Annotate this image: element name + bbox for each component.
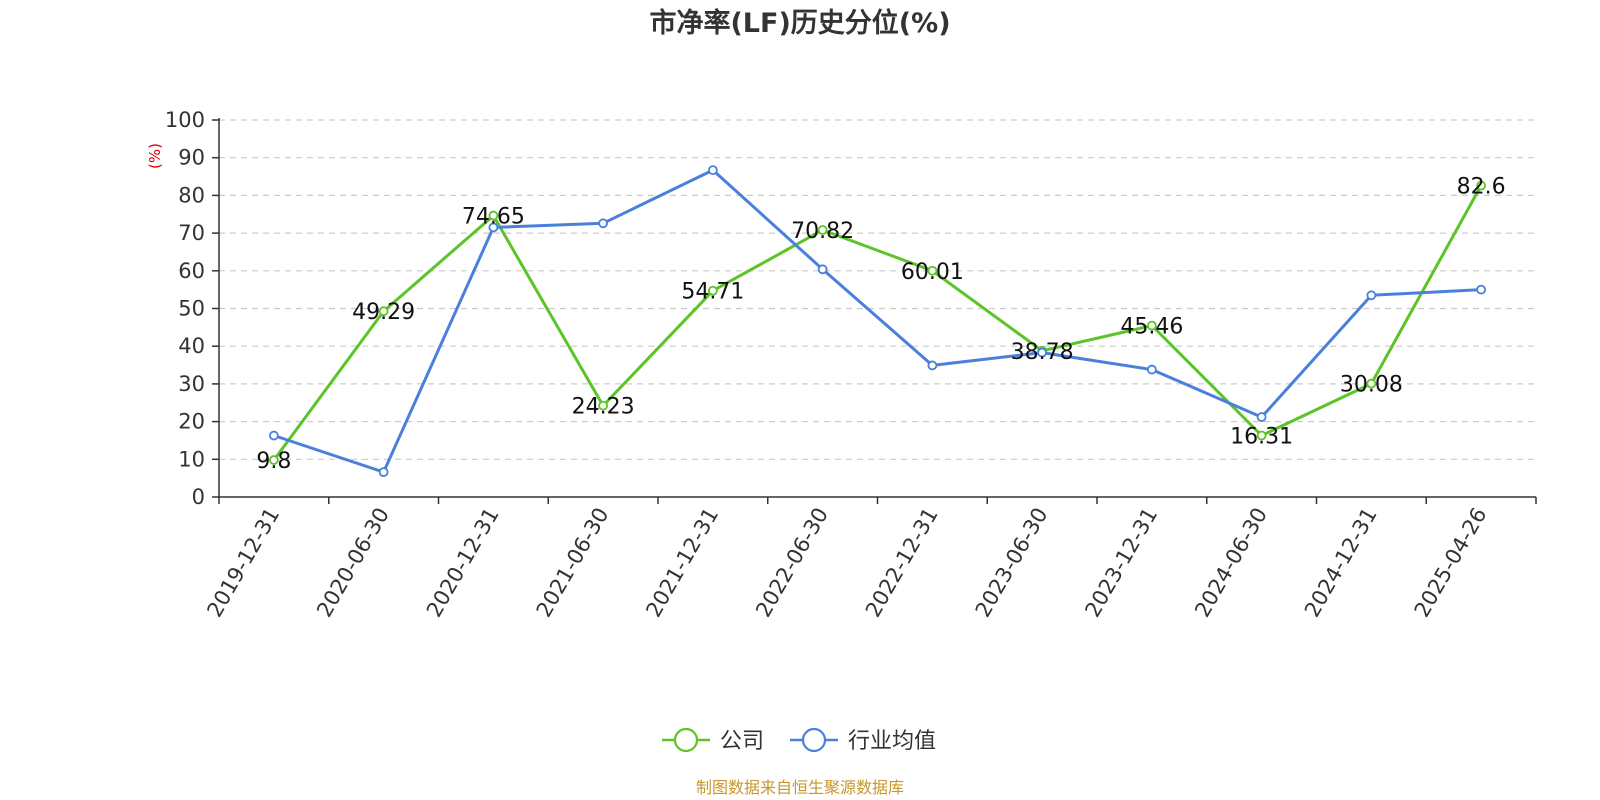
series-line-0 bbox=[272, 184, 1483, 461]
y-tick-label: 0 bbox=[192, 485, 205, 509]
data-point-series-1[interactable] bbox=[817, 264, 828, 275]
data-point-series-1[interactable] bbox=[598, 218, 609, 229]
data-point-series-1[interactable] bbox=[268, 430, 279, 441]
legend-marker-icon bbox=[673, 727, 699, 753]
legend-item-1[interactable]: 行业均值 bbox=[790, 727, 936, 754]
data-label: 82.6 bbox=[1457, 175, 1506, 200]
data-label: 54.71 bbox=[681, 280, 744, 305]
x-tick-label: 2021-12-31 bbox=[641, 504, 723, 622]
data-label: 60.01 bbox=[901, 260, 964, 285]
x-tick-label: 2019-12-31 bbox=[202, 504, 284, 622]
data-label: 38.78 bbox=[1011, 340, 1074, 365]
data-point-series-1[interactable] bbox=[378, 467, 389, 478]
data-label: 24.23 bbox=[572, 395, 635, 420]
data-point-series-1[interactable] bbox=[1146, 364, 1157, 375]
data-point-series-0[interactable] bbox=[1256, 430, 1267, 441]
axes: 0 10 20 30 40 50 60 70 80 90 100 2019-12-31 2020-06-… bbox=[165, 108, 1537, 622]
y-tick-label: 100 bbox=[165, 108, 205, 132]
data-point-series-1[interactable] bbox=[927, 360, 938, 371]
x-tick-label: 2020-06-30 bbox=[312, 504, 394, 622]
x-tick-label: 2022-06-30 bbox=[751, 504, 833, 622]
data-point-series-0[interactable] bbox=[268, 455, 279, 465]
legend-label: 行业均值 bbox=[848, 729, 936, 754]
data-point-series-0[interactable] bbox=[927, 265, 938, 276]
x-tick-label: 2021-06-30 bbox=[532, 504, 614, 622]
data-label: 45.46 bbox=[1120, 315, 1183, 340]
data-label: 49.29 bbox=[352, 300, 415, 325]
legend-item-0[interactable]: 公司 bbox=[662, 727, 764, 754]
data-point-series-0[interactable] bbox=[817, 225, 828, 235]
y-tick-label: 50 bbox=[178, 297, 205, 321]
data-label: 70.82 bbox=[791, 219, 854, 244]
x-tick-label: 2025-04-26 bbox=[1410, 504, 1492, 622]
series-lines bbox=[268, 165, 1487, 478]
data-label: 9.8 bbox=[256, 449, 291, 474]
y-tick-label: 20 bbox=[178, 410, 205, 434]
y-tick-label: 60 bbox=[178, 259, 205, 283]
data-label: 74.65 bbox=[462, 205, 525, 230]
data-point-series-0[interactable] bbox=[1476, 180, 1487, 191]
source-note: 制图数据来自恒生聚源数据库 bbox=[696, 778, 904, 797]
data-point-series-1[interactable] bbox=[488, 222, 499, 233]
data-point-series-1[interactable] bbox=[1256, 412, 1267, 422]
x-tick-label: 2023-12-31 bbox=[1080, 504, 1162, 622]
data-label: 16.31 bbox=[1230, 425, 1293, 450]
chart-title: 市净率(LF)历史分位(%) bbox=[649, 7, 950, 39]
x-tick-label: 2024-06-30 bbox=[1190, 504, 1272, 622]
legend[interactable]: 公司 行业均值 bbox=[662, 727, 936, 754]
data-point-series-1[interactable] bbox=[1037, 347, 1048, 358]
data-point-series-0[interactable] bbox=[598, 400, 609, 411]
legend-marker-icon bbox=[801, 727, 827, 753]
data-point-series-0[interactable] bbox=[488, 210, 499, 221]
x-tick-label: 2022-12-31 bbox=[861, 504, 943, 622]
series-line-1 bbox=[273, 168, 1482, 474]
data-label: 30.08 bbox=[1340, 373, 1403, 398]
data-labels: 9.8 49.29 74.65 24.23 54.71 70.82 60.01 38.78 45… bbox=[256, 175, 1505, 474]
y-tick-label: 70 bbox=[178, 221, 205, 245]
data-point-series-1[interactable] bbox=[707, 165, 718, 176]
x-tick-label: 2024-12-31 bbox=[1300, 504, 1382, 622]
y-tick-label: 40 bbox=[178, 334, 205, 358]
y-tick-label: 80 bbox=[178, 183, 205, 207]
y-tick-label: 10 bbox=[178, 447, 205, 471]
y-tick-label: 90 bbox=[178, 146, 205, 170]
y-axis-unit-label: (%) bbox=[146, 143, 164, 169]
data-point-series-1[interactable] bbox=[1366, 290, 1377, 301]
data-point-series-0[interactable] bbox=[1146, 320, 1157, 331]
data-point-series-0[interactable] bbox=[707, 285, 718, 296]
data-point-series-1[interactable] bbox=[1476, 284, 1487, 295]
data-point-series-0[interactable] bbox=[378, 306, 389, 317]
x-tick-label: 2020-12-31 bbox=[422, 504, 504, 622]
data-point-series-0[interactable] bbox=[1366, 378, 1377, 389]
x-tick-label: 2023-06-30 bbox=[971, 504, 1053, 622]
y-tick-label: 30 bbox=[178, 372, 205, 396]
grid-lines bbox=[219, 119, 1536, 460]
legend-label: 公司 bbox=[720, 729, 764, 754]
